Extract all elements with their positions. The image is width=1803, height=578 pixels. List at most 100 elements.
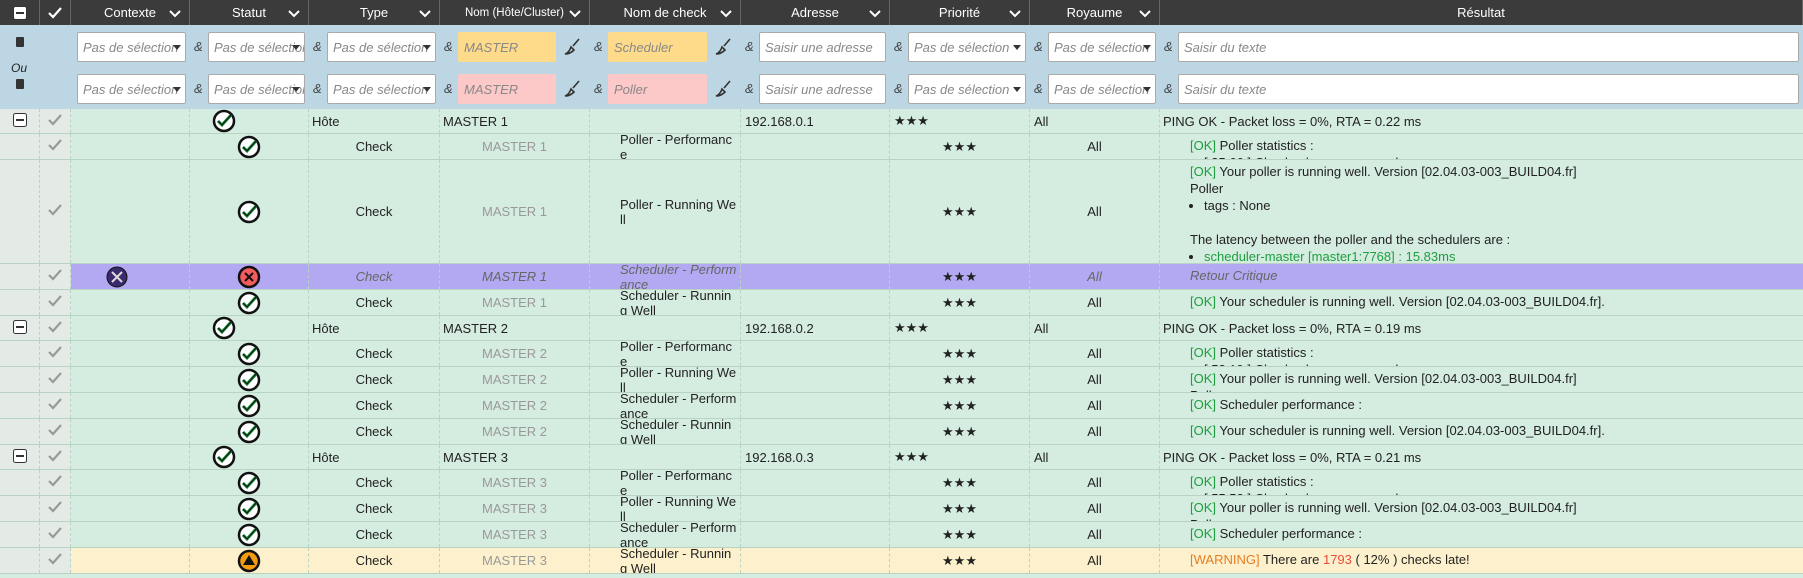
clear-filter[interactable] bbox=[713, 79, 733, 102]
priority: ★★★ bbox=[942, 397, 977, 413]
type-cell: Check bbox=[309, 522, 440, 547]
row-checkbox[interactable] bbox=[48, 424, 62, 439]
filter-select[interactable]: Pas de sélection bbox=[208, 32, 305, 62]
type-cell: Hôte bbox=[309, 109, 440, 133]
filter-select[interactable]: Pas de sélection bbox=[327, 74, 436, 104]
row-checkbox[interactable] bbox=[48, 475, 62, 490]
row-checkbox[interactable] bbox=[48, 527, 62, 542]
row-checkbox[interactable] bbox=[48, 372, 62, 387]
check-row[interactable]: Check MASTER 1 Scheduler - Running Well ★★★… bbox=[0, 290, 1803, 316]
filter-select[interactable]: Pas de sélection bbox=[77, 32, 186, 62]
dropdown-arrow bbox=[1013, 45, 1021, 54]
filter-input[interactable]: MASTER bbox=[458, 74, 556, 104]
check-name: Scheduler - Running Well bbox=[620, 548, 732, 573]
context-cell bbox=[71, 134, 190, 159]
clear-filter[interactable] bbox=[562, 79, 582, 102]
filter-input[interactable]: Saisir une adresse bbox=[759, 74, 886, 104]
row-checkbox[interactable] bbox=[48, 295, 62, 310]
row-checkbox[interactable] bbox=[48, 398, 62, 413]
result-line: Poller bbox=[1190, 387, 1223, 392]
check-row[interactable]: Check MASTER 1 Scheduler - Performance ★★★ A… bbox=[0, 264, 1803, 290]
filter-select[interactable]: Pas de sélection bbox=[327, 32, 436, 62]
address-cell bbox=[741, 341, 890, 366]
collapse-toggle[interactable] bbox=[12, 448, 27, 466]
check-row[interactable]: Check MASTER 2 Scheduler - Performance ★★★ A… bbox=[0, 393, 1803, 419]
check-row[interactable]: Check MASTER 3 Poller - Performance ★★★ All [… bbox=[0, 470, 1803, 496]
sort-icon[interactable] bbox=[569, 7, 581, 22]
sort-icon[interactable] bbox=[1009, 7, 1021, 22]
check-row[interactable]: Check MASTER 1 Poller - Performance ★★★ All [… bbox=[0, 134, 1803, 160]
column-header[interactable]: Type bbox=[309, 0, 440, 25]
column-header[interactable]: Adresse bbox=[741, 0, 890, 25]
column-header[interactable]: Nom de check bbox=[590, 0, 741, 25]
and-connector: & bbox=[1164, 81, 1173, 96]
column-header[interactable]: Contexte bbox=[71, 0, 190, 25]
realm: All bbox=[1087, 346, 1102, 361]
sort-icon[interactable] bbox=[419, 7, 431, 22]
check-cell: Scheduler - Performance bbox=[590, 264, 741, 289]
sort-icon[interactable] bbox=[1139, 7, 1151, 22]
row-checkbox[interactable] bbox=[48, 204, 62, 219]
row-checkbox[interactable] bbox=[48, 553, 62, 568]
filter-select[interactable]: Pas de sélection bbox=[1048, 74, 1156, 104]
filter-input[interactable]: Scheduler bbox=[608, 32, 707, 62]
column-header[interactable]: Nom (Hôte/Cluster) bbox=[440, 0, 590, 25]
sort-icon[interactable] bbox=[869, 7, 881, 22]
check-row[interactable]: Check MASTER 1 Poller - Running Well ★★★ All… bbox=[0, 160, 1803, 264]
address: 192.168.0.2 bbox=[745, 320, 814, 336]
realm: All bbox=[1087, 204, 1102, 219]
check-row[interactable]: Check MASTER 3 Poller - Running Well ★★★ All… bbox=[0, 496, 1803, 522]
check-row[interactable]: Check MASTER 2 Scheduler - Running Well ★★★… bbox=[0, 419, 1803, 445]
column-header[interactable]: Royaume bbox=[1030, 0, 1160, 25]
check-row[interactable]: Check MASTER 3 Scheduler - Running Well ★★★… bbox=[0, 548, 1803, 574]
clear-filter[interactable] bbox=[562, 37, 582, 60]
name-cell: MASTER 1 bbox=[440, 109, 590, 133]
status-cell bbox=[190, 316, 309, 340]
row-checkbox[interactable] bbox=[48, 113, 62, 129]
column-header[interactable]: Priorité bbox=[890, 0, 1030, 25]
filter-input[interactable]: MASTER bbox=[458, 32, 556, 62]
check-row[interactable]: Check MASTER 2 Poller - Running Well ★★★ All… bbox=[0, 367, 1803, 393]
filter-input[interactable]: Saisir du texte bbox=[1178, 32, 1799, 62]
check-row[interactable]: Check MASTER 2 Poller - Performance ★★★ All [… bbox=[0, 341, 1803, 367]
collapse-all[interactable] bbox=[0, 0, 40, 25]
priority: ★★★ bbox=[942, 138, 977, 154]
clear-filter[interactable] bbox=[713, 37, 733, 60]
status-tag: [OK] bbox=[1190, 474, 1217, 489]
collapse-cell bbox=[0, 160, 40, 263]
delete-filter[interactable] bbox=[16, 37, 24, 47]
filter-select[interactable]: Pas de sélection bbox=[908, 32, 1026, 62]
collapse-toggle[interactable] bbox=[12, 319, 27, 337]
filter-select[interactable]: Pas de sélection bbox=[77, 74, 186, 104]
sort-icon[interactable] bbox=[288, 7, 300, 22]
filter-input[interactable]: Saisir une adresse bbox=[759, 32, 886, 62]
result-line: [ 55.52 ] Checks done per second bbox=[1204, 490, 1398, 495]
filter-input[interactable]: Poller bbox=[608, 74, 707, 104]
select-cell bbox=[40, 496, 71, 521]
row-checkbox[interactable] bbox=[48, 501, 62, 516]
row-checkbox[interactable] bbox=[48, 346, 62, 361]
sort-icon[interactable] bbox=[169, 7, 181, 22]
check-row[interactable]: Check MASTER 3 Scheduler - Performance ★★★ A… bbox=[0, 522, 1803, 548]
row-checkbox[interactable] bbox=[48, 139, 62, 154]
row-checkbox[interactable] bbox=[48, 320, 62, 336]
row-checkbox[interactable] bbox=[48, 449, 62, 465]
column-header[interactable]: Résultat bbox=[1160, 0, 1803, 25]
host-row[interactable]: Hôte MASTER 3 192.168.0.3 ★★★ All PING OK - P… bbox=[0, 445, 1803, 470]
delete-filter[interactable] bbox=[16, 79, 24, 89]
filter-input[interactable]: Saisir du texte bbox=[1178, 74, 1799, 104]
filter-select[interactable]: Pas de sélection bbox=[908, 74, 1026, 104]
filter-select[interactable]: Pas de sélection bbox=[1048, 32, 1156, 62]
host-row[interactable]: Hôte MASTER 1 192.168.0.1 ★★★ All PING OK - P… bbox=[0, 109, 1803, 134]
filter-select[interactable]: Pas de sélection bbox=[208, 74, 305, 104]
collapse-toggle[interactable] bbox=[12, 112, 27, 130]
select-all[interactable] bbox=[40, 0, 71, 25]
priority-cell: ★★★ bbox=[890, 134, 1030, 159]
type: Hôte bbox=[312, 320, 340, 336]
collapse-cell bbox=[0, 264, 40, 289]
row-checkbox[interactable] bbox=[48, 269, 62, 284]
sort-icon[interactable] bbox=[720, 7, 732, 22]
context-cell bbox=[71, 367, 190, 392]
column-header[interactable]: Statut bbox=[190, 0, 309, 25]
host-row[interactable]: Hôte MASTER 2 192.168.0.2 ★★★ All PING OK - P… bbox=[0, 316, 1803, 341]
